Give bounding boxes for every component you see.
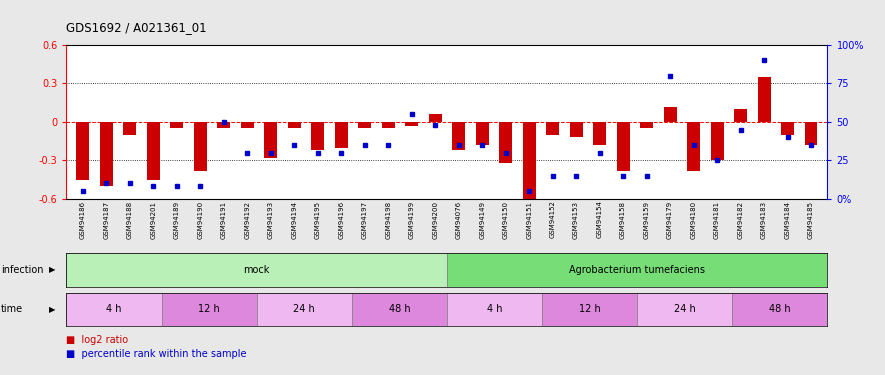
Text: 12 h: 12 h [579,304,601,314]
Bar [499,122,512,163]
Text: 4 h: 4 h [487,304,503,314]
Bar [352,292,447,326]
Bar [733,292,827,326]
Bar [381,122,395,128]
Bar [447,292,542,326]
Bar [265,122,277,158]
Text: GSM94192: GSM94192 [244,201,250,238]
Bar [335,122,348,147]
Text: GSM94186: GSM94186 [80,201,86,239]
Bar [711,122,724,160]
Bar [447,253,827,287]
Bar [288,122,301,128]
Text: ▶: ▶ [49,305,55,314]
Text: ▶: ▶ [49,266,55,274]
Text: GSM94179: GSM94179 [667,201,673,239]
Bar [570,122,582,137]
Text: GSM94153: GSM94153 [573,201,579,238]
Bar [687,122,700,171]
Text: 48 h: 48 h [769,304,790,314]
Bar [170,122,183,128]
Text: GDS1692 / A021361_01: GDS1692 / A021361_01 [66,21,207,34]
Text: mock: mock [243,265,270,275]
Bar [734,109,747,122]
Bar [100,122,112,186]
Bar [664,106,676,122]
Text: GSM94152: GSM94152 [550,201,556,238]
Text: GSM94159: GSM94159 [643,201,650,238]
Bar [593,122,606,145]
Bar [523,122,535,199]
Text: GSM94191: GSM94191 [220,201,227,239]
Bar [257,292,351,326]
Text: GSM94183: GSM94183 [761,201,767,239]
Text: GSM94158: GSM94158 [620,201,626,238]
Text: infection: infection [1,265,43,275]
Text: GSM94150: GSM94150 [503,201,509,238]
Bar [428,114,442,122]
Text: Agrobacterium tumefaciens: Agrobacterium tumefaciens [569,265,705,275]
Text: GSM94190: GSM94190 [197,201,204,239]
Text: GSM94199: GSM94199 [409,201,415,239]
Bar [546,122,559,135]
Bar [476,122,489,145]
Text: GSM94181: GSM94181 [714,201,720,239]
Text: 12 h: 12 h [198,304,220,314]
Bar [76,122,89,180]
Text: GSM94194: GSM94194 [291,201,297,238]
Bar [66,292,161,326]
Bar [640,122,653,128]
Bar [542,292,637,326]
Bar [147,122,160,180]
Text: GSM94201: GSM94201 [150,201,157,238]
Bar [781,122,794,135]
Bar [617,122,629,171]
Text: 4 h: 4 h [106,304,122,314]
Text: GSM94200: GSM94200 [432,201,438,238]
Bar [161,292,257,326]
Bar [358,122,371,128]
Text: 24 h: 24 h [293,304,315,314]
Bar [241,122,254,128]
Text: 24 h: 24 h [673,304,696,314]
Text: GSM94196: GSM94196 [338,201,344,239]
Bar [452,122,466,150]
Text: GSM94184: GSM94184 [784,201,790,238]
Text: ■  percentile rank within the sample: ■ percentile rank within the sample [66,350,247,359]
Text: GSM94076: GSM94076 [456,201,462,239]
Text: GSM94154: GSM94154 [596,201,603,238]
Bar [405,122,418,126]
Text: GSM94198: GSM94198 [385,201,391,239]
Bar [804,122,818,145]
Bar [66,253,447,287]
Text: GSM94149: GSM94149 [479,201,485,238]
Bar [194,122,207,171]
Bar [637,292,733,326]
Text: GSM94189: GSM94189 [173,201,180,239]
Text: GSM94188: GSM94188 [127,201,133,239]
Text: GSM94182: GSM94182 [737,201,743,238]
Text: GSM94180: GSM94180 [690,201,696,239]
Bar [123,122,136,135]
Text: 48 h: 48 h [389,304,410,314]
Text: GSM94151: GSM94151 [527,201,532,238]
Bar [312,122,324,150]
Text: GSM94187: GSM94187 [104,201,110,239]
Text: GSM94193: GSM94193 [268,201,273,239]
Text: GSM94195: GSM94195 [315,201,320,238]
Bar [218,122,230,128]
Text: GSM94185: GSM94185 [808,201,814,238]
Text: ■  log2 ratio: ■ log2 ratio [66,335,128,345]
Text: time: time [1,304,23,314]
Text: GSM94197: GSM94197 [362,201,367,239]
Bar [758,77,771,122]
